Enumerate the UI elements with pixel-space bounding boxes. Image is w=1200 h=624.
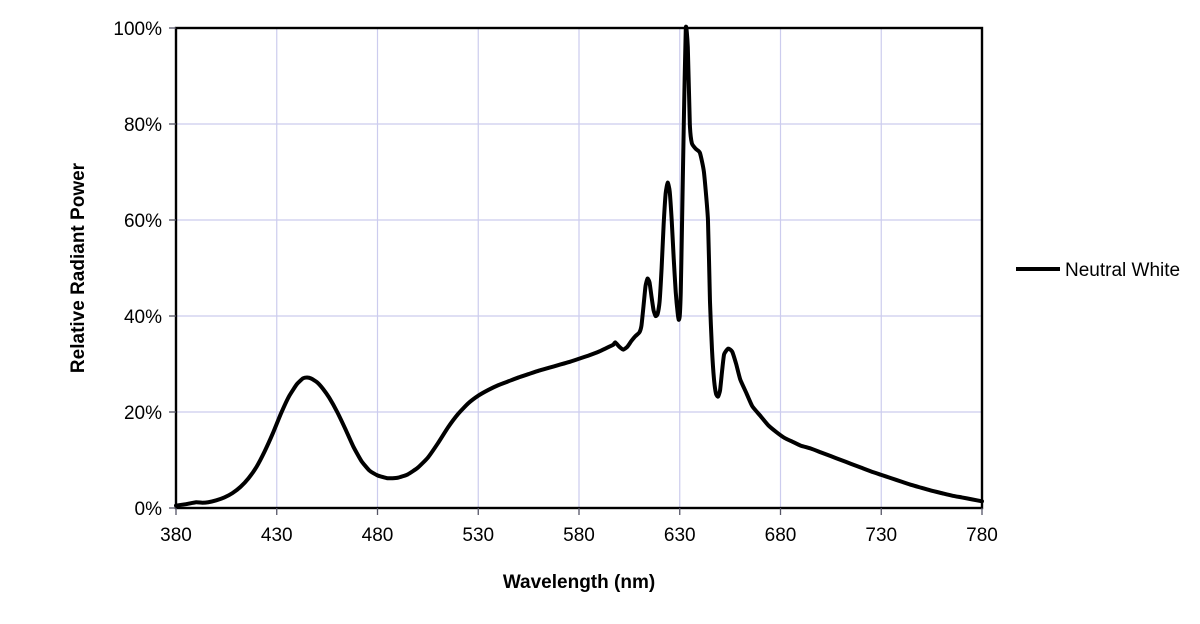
y-tick-label: 20% — [124, 403, 162, 424]
y-tick-label: 40% — [124, 307, 162, 328]
x-tick-label: 530 — [462, 525, 494, 546]
x-tick-label: 480 — [362, 525, 394, 546]
series-line-neutral-white — [174, 24, 984, 508]
y-tick-label: 0% — [135, 499, 163, 520]
legend: Neutral White — [1016, 260, 1180, 281]
data-series — [174, 24, 984, 508]
y-tick-label: 60% — [124, 211, 162, 232]
y-axis-title: Relative Radiant Power — [68, 162, 89, 373]
x-axis-title: Wavelength (nm) — [503, 572, 655, 593]
x-tick-label: 580 — [563, 525, 595, 546]
axis-ticks — [169, 27, 983, 515]
x-axis-tick-labels: 380 430 480 530 580 630 680 730 780 — [160, 525, 998, 546]
x-tick-label: 680 — [765, 525, 797, 546]
y-axis-tick-labels: 0% 20% 40% 60% 80% 100% — [113, 19, 162, 520]
gridlines — [176, 28, 982, 508]
y-tick-label: 100% — [113, 19, 162, 40]
x-tick-label: 630 — [664, 525, 696, 546]
x-tick-label: 780 — [966, 525, 998, 546]
y-tick-label: 80% — [124, 115, 162, 136]
x-tick-label: 730 — [865, 525, 897, 546]
x-tick-label: 430 — [261, 525, 293, 546]
legend-label: Neutral White — [1065, 260, 1180, 281]
x-tick-label: 380 — [160, 525, 192, 546]
